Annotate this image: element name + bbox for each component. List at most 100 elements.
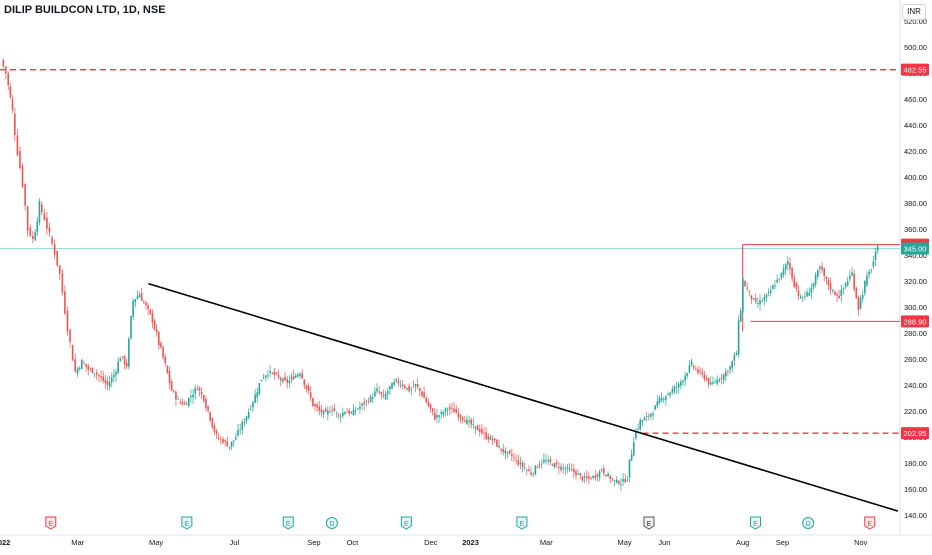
candle-body[interactable]	[252, 402, 254, 408]
candle-body[interactable]	[853, 273, 855, 290]
candle-body[interactable]	[331, 410, 333, 412]
candle-body[interactable]	[540, 463, 543, 465]
candle-body[interactable]	[71, 345, 74, 361]
candle-body[interactable]	[279, 378, 282, 381]
candle-body[interactable]	[707, 378, 710, 385]
trendline[interactable]	[148, 282, 899, 512]
candle-body[interactable]	[168, 371, 171, 383]
candle-body[interactable]	[312, 398, 314, 407]
candle-body[interactable]	[66, 310, 69, 332]
candle-body[interactable]	[177, 398, 179, 400]
candle-body[interactable]	[793, 278, 796, 288]
candle-body[interactable]	[718, 379, 721, 382]
candle-body[interactable]	[442, 412, 445, 415]
candle-body[interactable]	[637, 428, 639, 430]
currency-button[interactable]: INR	[902, 4, 926, 20]
candle-body[interactable]	[857, 297, 860, 311]
candle-body[interactable]	[498, 445, 500, 448]
candle-body[interactable]	[421, 391, 423, 396]
candle-body[interactable]	[684, 375, 686, 381]
candle-body[interactable]	[769, 290, 772, 293]
dividend-marker-icon[interactable]: D	[802, 517, 815, 529]
candle-body[interactable]	[408, 386, 410, 392]
candle-body[interactable]	[264, 375, 267, 378]
candle-body[interactable]	[639, 419, 641, 430]
candle-body[interactable]	[594, 475, 597, 478]
candle-body[interactable]	[508, 450, 511, 454]
candle-body[interactable]	[301, 373, 303, 379]
candle-body[interactable]	[85, 363, 87, 367]
candle-body[interactable]	[166, 365, 169, 373]
candle-body[interactable]	[98, 374, 100, 377]
candle-body[interactable]	[160, 342, 162, 348]
candle-body[interactable]	[192, 394, 194, 398]
candle-body[interactable]	[444, 408, 447, 412]
candle-body[interactable]	[620, 483, 622, 485]
candle-body[interactable]	[361, 403, 363, 406]
candle-body[interactable]	[731, 361, 733, 369]
candle-body[interactable]	[502, 448, 505, 452]
candle-body[interactable]	[876, 245, 879, 251]
candle-body[interactable]	[784, 264, 787, 270]
candle-body[interactable]	[573, 468, 575, 473]
candle-body[interactable]	[727, 370, 729, 372]
candle-body[interactable]	[277, 374, 280, 378]
candle-body[interactable]	[102, 376, 104, 381]
candle-body[interactable]	[538, 464, 541, 466]
candle-body[interactable]	[87, 365, 90, 370]
candle-body[interactable]	[106, 380, 109, 385]
candle-body[interactable]	[519, 462, 522, 465]
candle-body[interactable]	[309, 392, 312, 398]
candle-body[interactable]	[273, 371, 276, 375]
candle-body[interactable]	[861, 294, 864, 299]
candle-body[interactable]	[660, 398, 663, 401]
candle-body[interactable]	[110, 377, 113, 383]
candle-body[interactable]	[680, 381, 682, 386]
candle-body[interactable]	[849, 275, 851, 280]
candle-body[interactable]	[172, 390, 175, 392]
candle-body[interactable]	[344, 412, 346, 414]
candle-body[interactable]	[322, 410, 325, 415]
candle-body[interactable]	[534, 465, 537, 475]
candle-body[interactable]	[598, 471, 601, 478]
candle-body[interactable]	[64, 291, 66, 314]
candle-body[interactable]	[327, 410, 329, 415]
candle-body[interactable]	[868, 271, 870, 275]
candle-body[interactable]	[190, 395, 192, 398]
candle-body[interactable]	[48, 227, 51, 233]
candle-body[interactable]	[543, 459, 545, 463]
candle-body[interactable]	[712, 382, 714, 384]
candle-body[interactable]	[438, 415, 440, 417]
candle-body[interactable]	[562, 467, 564, 469]
candle-body[interactable]	[872, 261, 875, 267]
candle-body[interactable]	[395, 378, 398, 381]
candle-body[interactable]	[95, 372, 98, 375]
candle-body[interactable]	[446, 409, 449, 411]
candle-body[interactable]	[859, 297, 862, 309]
candle-body[interactable]	[461, 417, 464, 421]
candle-body[interactable]	[354, 410, 357, 412]
candle-body[interactable]	[829, 283, 832, 290]
candle-body[interactable]	[615, 479, 618, 483]
candle-body[interactable]	[675, 386, 678, 388]
candle-body[interactable]	[350, 412, 353, 414]
candle-body[interactable]	[483, 432, 485, 434]
candle-body[interactable]	[746, 287, 748, 289]
candle-body[interactable]	[24, 184, 26, 206]
candle-body[interactable]	[662, 399, 665, 401]
candle-body[interactable]	[491, 438, 494, 440]
candle-body[interactable]	[643, 417, 646, 421]
candle-body[interactable]	[547, 460, 550, 462]
candle-body[interactable]	[416, 384, 419, 388]
candle-body[interactable]	[19, 150, 21, 169]
candle-body[interactable]	[74, 359, 76, 372]
candle-body[interactable]	[51, 237, 53, 244]
candle-body[interactable]	[513, 457, 515, 459]
candle-body[interactable]	[466, 419, 468, 424]
candle-body[interactable]	[380, 392, 383, 395]
candle-body[interactable]	[804, 296, 806, 298]
candle-body[interactable]	[496, 439, 498, 447]
candle-body[interactable]	[143, 301, 145, 303]
candle-body[interactable]	[119, 358, 122, 362]
earnings-marker-icon[interactable]: E	[516, 516, 528, 530]
